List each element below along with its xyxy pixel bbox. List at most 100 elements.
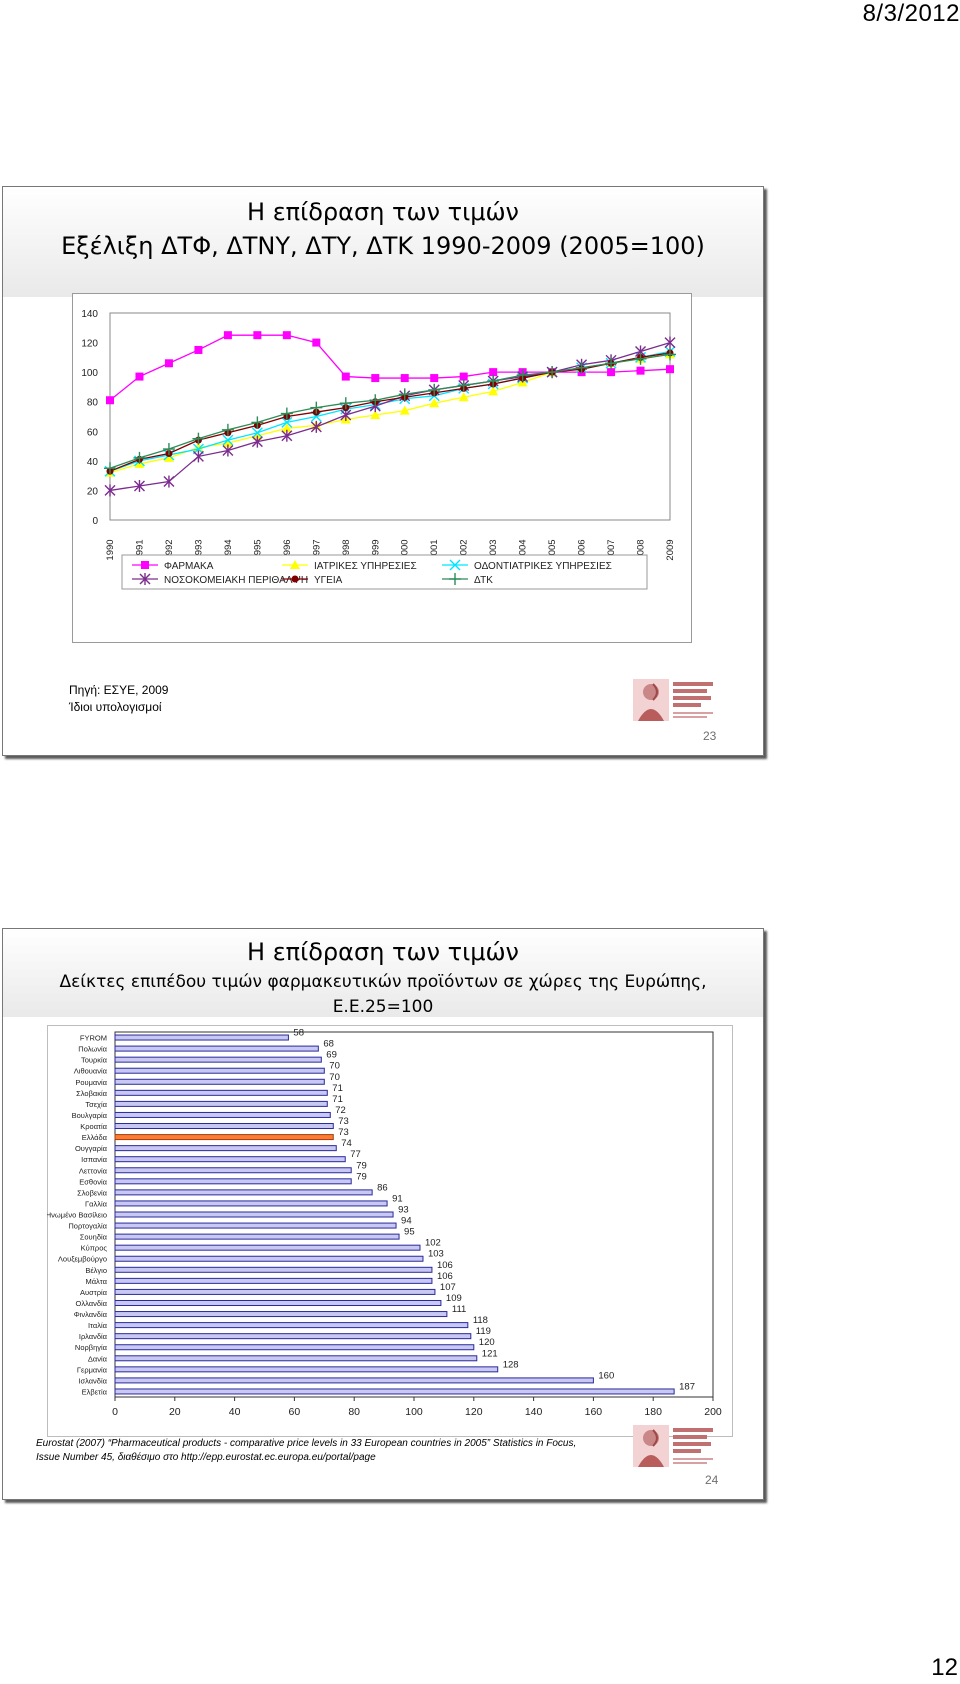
bar <box>114 1189 373 1196</box>
bar <box>114 1288 436 1295</box>
data-point <box>281 416 293 428</box>
legend-label: ΙΑΤΡΙΚΕΣ ΥΠΗΡΕΣΙΕΣ <box>314 561 417 572</box>
title-band <box>3 929 763 1017</box>
bar <box>114 1167 352 1174</box>
bar <box>114 1078 325 1085</box>
data-point <box>636 366 645 375</box>
data-point <box>222 434 234 446</box>
category-label: Νορβηγία <box>75 1343 108 1352</box>
data-point <box>164 359 173 368</box>
category-label: Αυστρία <box>80 1288 108 1297</box>
y-tick-label: 20 <box>87 486 99 497</box>
data-point <box>664 348 676 361</box>
slide-23: Η επίδραση των τιμών Εξέλιξη ΔΤΦ, ΔΤΝΥ, … <box>2 186 764 756</box>
data-point <box>251 416 264 429</box>
data-label: 91 <box>392 1193 403 1204</box>
x-tick-label: 1992 <box>164 539 175 560</box>
bar <box>114 1222 397 1229</box>
x-tick-label: 0 <box>112 1406 118 1418</box>
legend-marker <box>291 575 299 583</box>
chart-frame <box>47 1025 733 1437</box>
data-point <box>369 394 382 407</box>
category-label: Ελλάδα <box>82 1133 108 1142</box>
x-tick-label: 40 <box>229 1406 241 1418</box>
data-point <box>428 383 441 396</box>
category-label: Σουηδία <box>80 1233 108 1242</box>
bar <box>114 1299 442 1306</box>
data-point <box>133 451 146 464</box>
data-label: 119 <box>476 1326 491 1337</box>
category-label: Σλοβακία <box>76 1089 108 1098</box>
y-tick-label: 60 <box>87 427 99 438</box>
source-label: Πηγή: ΕΣΥΕ, 2009 <box>69 683 169 697</box>
data-label: 120 <box>479 1337 495 1348</box>
x-tick-label: 2002 <box>459 539 470 560</box>
bar <box>114 1089 328 1096</box>
data-point <box>162 443 175 456</box>
data-label: 73 <box>338 1127 349 1138</box>
data-point <box>251 427 263 439</box>
data-label: 111 <box>452 1304 466 1315</box>
slide-number: 24 <box>705 1473 719 1487</box>
x-tick-label: 2004 <box>518 539 529 560</box>
category-label: FYROM <box>80 1034 107 1043</box>
x-tick-label: 120 <box>465 1406 483 1418</box>
bar <box>114 1111 331 1118</box>
data-point <box>341 372 350 381</box>
legend-label: ΝΟΣΟΚΟΜΕΙΑΚΗ ΠΕΡΙΘΑΛΨΗ <box>164 575 308 586</box>
slide-subtitle: Δείκτες επιπέδου τιμών φαρμακευτικών προ… <box>59 972 707 992</box>
data-point <box>133 479 145 492</box>
legend-box <box>121 554 648 590</box>
data-point <box>546 366 559 379</box>
data-label: 77 <box>350 1149 361 1160</box>
category-label: Κύπρος <box>81 1244 108 1253</box>
data-label: 68 <box>323 1039 334 1050</box>
data-point <box>104 484 116 497</box>
data-label: 73 <box>338 1116 349 1127</box>
title-band <box>3 187 763 297</box>
x-tick-label: 2007 <box>606 539 617 560</box>
y-tick-label: 80 <box>87 398 99 409</box>
x-tick-label: 1999 <box>370 539 381 560</box>
category-label: Γαλλία <box>85 1199 108 1208</box>
bar <box>114 1200 388 1207</box>
data-point <box>253 331 262 340</box>
bar <box>114 1322 469 1329</box>
data-point <box>221 423 234 436</box>
data-label: 70 <box>329 1061 340 1072</box>
category-label: Ηνωμένο Βασίλειο <box>47 1211 107 1220</box>
bar <box>114 1344 475 1351</box>
data-point <box>222 444 234 457</box>
data-point <box>223 331 232 340</box>
data-point <box>429 398 440 408</box>
slide-number: 23 <box>703 729 717 743</box>
citation: Eurostat (2007) “Pharmaceutical products… <box>36 1437 576 1465</box>
data-label: 187 <box>679 1381 695 1392</box>
bar <box>114 1255 424 1262</box>
category-label: Πορτογαλία <box>68 1222 107 1231</box>
data-point <box>664 336 676 349</box>
data-label: 103 <box>428 1249 444 1260</box>
category-label: Ελβετία <box>82 1387 108 1396</box>
bar <box>114 1277 433 1284</box>
data-point <box>280 407 293 420</box>
category-label: Τσεχία <box>85 1100 107 1109</box>
data-point <box>370 410 381 420</box>
bar <box>114 1067 325 1074</box>
legend-marker <box>290 560 300 569</box>
data-label: 95 <box>404 1227 415 1238</box>
data-label: 58 <box>293 1028 304 1039</box>
data-point <box>458 392 469 402</box>
data-point <box>430 374 439 383</box>
data-label: 128 <box>503 1359 519 1370</box>
data-point <box>251 435 263 448</box>
legend-label: ΥΓΕΙΑ <box>314 575 343 586</box>
data-point <box>666 365 674 374</box>
data-label: 109 <box>446 1293 462 1304</box>
data-label: 70 <box>329 1072 340 1083</box>
x-tick-label: 100 <box>405 1406 423 1418</box>
data-point <box>488 386 499 396</box>
category-label: Ιταλία <box>88 1321 108 1330</box>
series-line <box>109 353 671 469</box>
eskep-logo-icon <box>633 1425 713 1467</box>
